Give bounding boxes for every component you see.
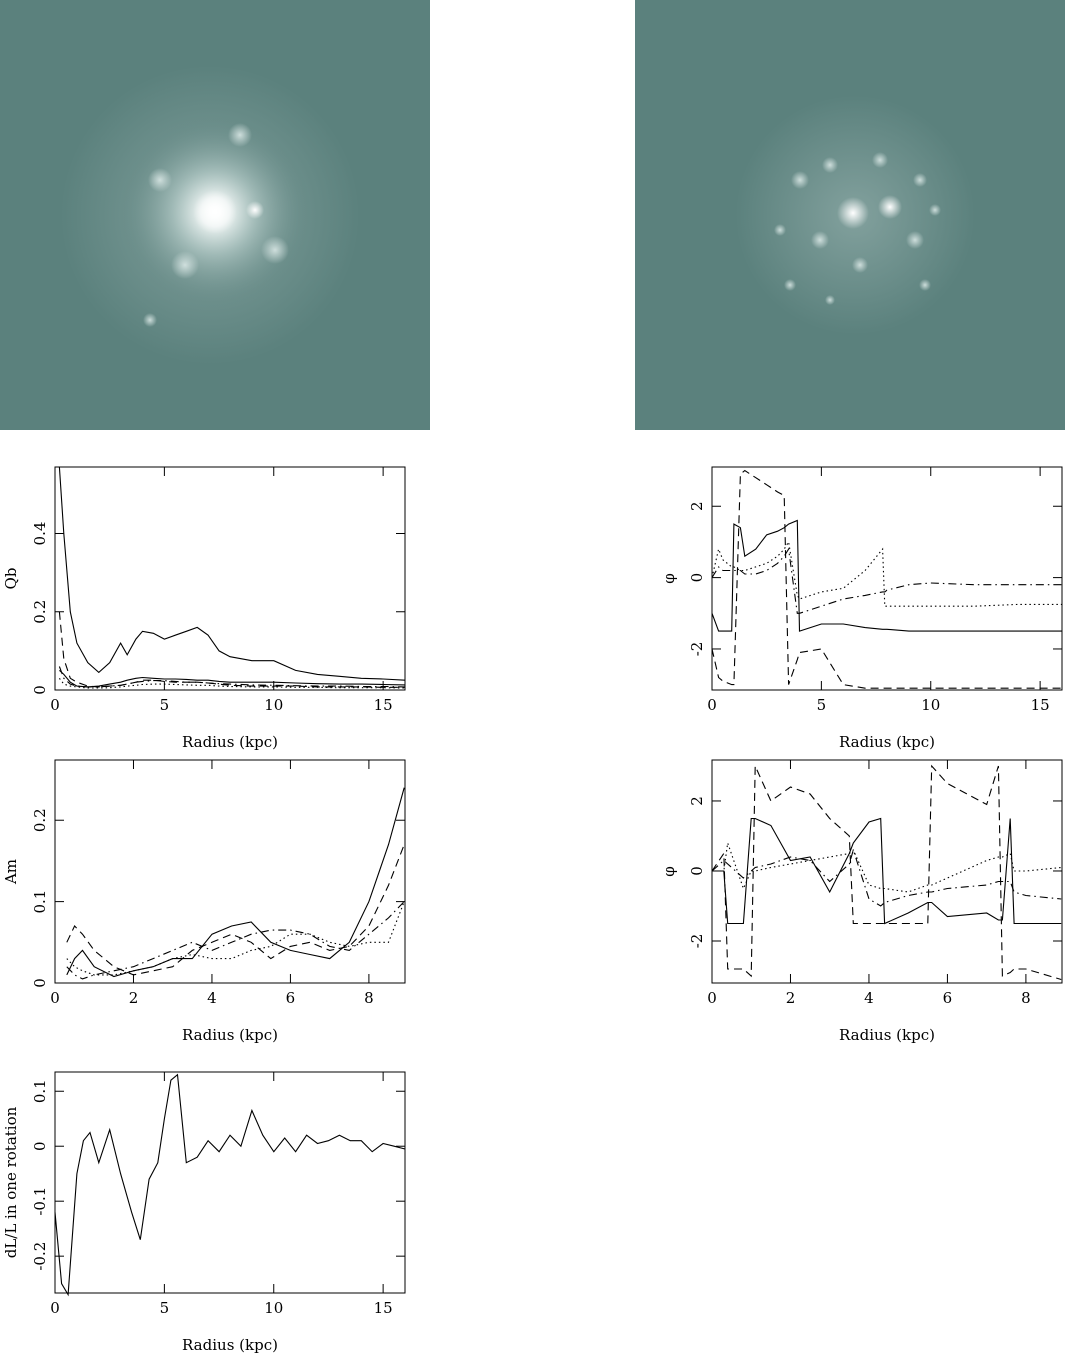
y-tick-label: 2 — [688, 501, 706, 511]
x-tick-label: 5 — [160, 1299, 170, 1317]
panel: 0 2 4 6 8 -2 0 2 Radius (kpc) φ — [660, 759, 1063, 1044]
y-tick-label: 0 — [31, 978, 49, 988]
plot-frame — [54, 1071, 406, 1294]
x-axis-label: Radius (kpc) — [839, 1026, 935, 1044]
data-line — [711, 848, 1062, 907]
y-tick-label: 2 — [688, 796, 706, 806]
x-tick-label: 6 — [286, 989, 296, 1007]
x-tick-label: 0 — [50, 696, 60, 714]
x-axis-label: Radius (kpc) — [182, 1336, 278, 1354]
plot-frame — [54, 759, 406, 984]
x-tick-label: 0 — [50, 989, 60, 1007]
data-line — [711, 764, 1062, 981]
y-tick-label: 0.1 — [31, 1079, 49, 1103]
galaxy-image-left — [0, 0, 430, 430]
data-line — [711, 547, 1062, 614]
y-tick-label: 0 — [31, 685, 49, 695]
x-tick-label: 0 — [707, 696, 717, 714]
x-tick-label: 15 — [374, 1299, 393, 1317]
y-tick-label: 0 — [688, 573, 706, 583]
x-axis-label: Radius (kpc) — [182, 733, 278, 751]
y-tick-label: -0.2 — [31, 1242, 49, 1271]
panel: 0 5 10 15 -2 0 2 Radius (kpc) φ — [660, 466, 1063, 751]
x-tick-label: 8 — [364, 989, 374, 1007]
panel: 0 5 10 15 0 0.2 0.4 Radius (kpc) Qb — [2, 466, 406, 751]
y-tick-label: -2 — [688, 934, 706, 949]
x-tick-label: 5 — [160, 696, 170, 714]
x-axis-label: Radius (kpc) — [839, 733, 935, 751]
x-tick-label: 8 — [1021, 989, 1031, 1007]
x-tick-label: 6 — [943, 989, 953, 1007]
x-tick-label: 10 — [264, 1299, 283, 1317]
data-line — [58, 666, 406, 688]
data-line — [712, 817, 1062, 925]
data-line — [711, 519, 1062, 632]
data-line — [711, 469, 1062, 689]
y-tick-label: 0 — [31, 1141, 49, 1151]
plot-frame — [711, 466, 1063, 691]
data-line — [712, 842, 1062, 893]
x-tick-label: 4 — [864, 989, 874, 1007]
y-axis-label: Qb — [2, 568, 20, 590]
plot-frame — [54, 466, 406, 691]
x-tick-label: 0 — [50, 1299, 60, 1317]
x-tick-label: 15 — [374, 696, 393, 714]
y-tick-label: -2 — [688, 642, 706, 657]
data-line — [54, 1073, 406, 1297]
y-axis-label: φ — [660, 573, 678, 584]
y-axis-label: Am — [2, 859, 20, 885]
y-axis-label: φ — [660, 866, 678, 877]
y-tick-label: 0.1 — [31, 890, 49, 914]
y-tick-label: 0.2 — [31, 808, 49, 832]
data-line — [711, 540, 1062, 607]
x-tick-label: 5 — [817, 696, 827, 714]
x-tick-label: 10 — [264, 696, 283, 714]
data-line — [66, 844, 405, 976]
x-tick-label: 2 — [786, 989, 796, 1007]
panel: 0 2 4 6 8 0 0.1 0.2 Radius (kpc) Am — [2, 759, 406, 1044]
x-tick-label: 2 — [129, 989, 139, 1007]
x-tick-label: 10 — [921, 696, 940, 714]
y-tick-label: 0.2 — [31, 600, 49, 624]
x-tick-label: 0 — [707, 989, 717, 1007]
plot-frame — [711, 759, 1063, 984]
x-tick-label: 15 — [1031, 696, 1050, 714]
y-tick-label: 0 — [688, 866, 706, 876]
x-tick-label: 4 — [207, 989, 217, 1007]
data-line — [59, 669, 406, 688]
data-line — [58, 611, 405, 688]
panel: 0 5 10 15 -0.2 -0.1 0 0.1 Radius (kpc) dL/L in on… — [2, 1071, 406, 1354]
y-axis-label: dL/L in one rotation — [2, 1106, 20, 1258]
data-line — [66, 901, 405, 980]
x-axis-label: Radius (kpc) — [182, 1026, 278, 1044]
y-tick-label: 0.4 — [31, 522, 49, 546]
y-tick-label: -0.1 — [31, 1187, 49, 1216]
data-line — [58, 466, 406, 681]
galaxy-image-right — [635, 0, 1065, 430]
data-line — [66, 901, 405, 976]
data-line — [66, 787, 405, 978]
